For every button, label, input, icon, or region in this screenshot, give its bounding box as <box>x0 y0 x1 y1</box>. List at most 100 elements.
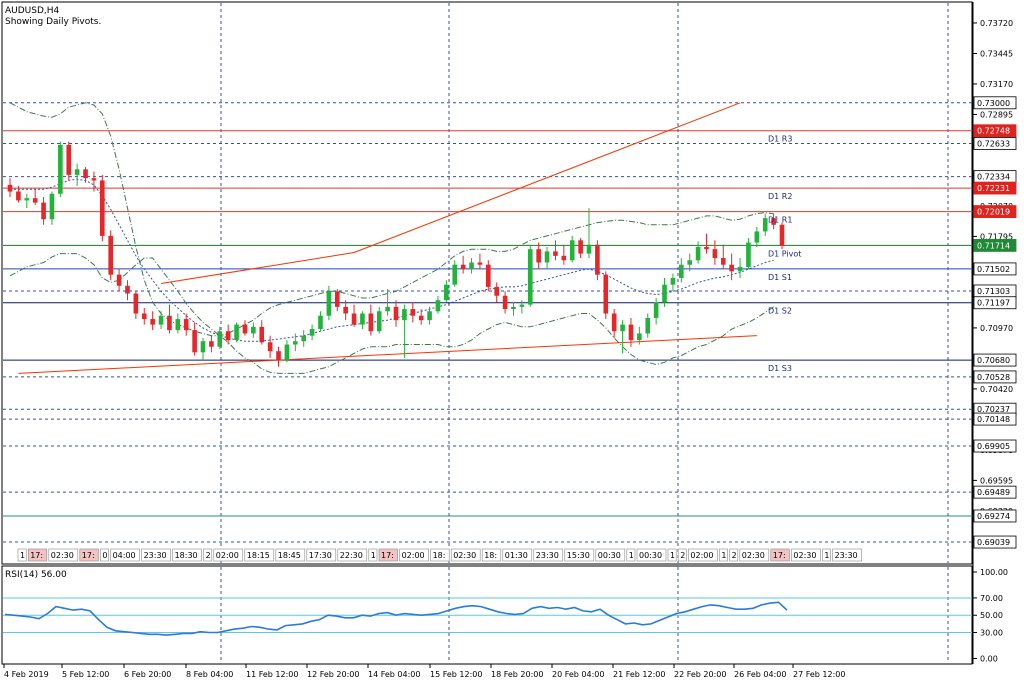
candle-body <box>678 264 684 279</box>
price-level-value: 0.71303 <box>977 287 1010 296</box>
price-level-value: 0.69039 <box>977 538 1010 547</box>
candle-body <box>779 224 785 246</box>
candle-body <box>7 184 13 192</box>
price-tick-label: 0.71795 <box>980 232 1013 241</box>
session-label: 02:00 <box>402 551 425 560</box>
session-label: 1 <box>670 551 675 560</box>
price-level-value: 0.69489 <box>977 488 1010 497</box>
price-tick-label: 0.72895 <box>980 110 1013 119</box>
candle-body <box>351 313 357 325</box>
pivot-label: D1 R2 <box>768 192 792 201</box>
session-label-box <box>719 548 728 562</box>
session-label: 02:30 <box>742 551 765 560</box>
session-label-box <box>110 548 140 562</box>
session-label-box <box>275 548 306 562</box>
candle-body <box>687 260 693 265</box>
candle-body <box>141 313 147 320</box>
candle-body <box>292 341 298 345</box>
pivot-label: D1 Pivot <box>768 249 801 258</box>
rsi-tick-label: 100.00 <box>980 568 1008 577</box>
price-level-tag <box>973 239 1017 252</box>
session-label: 1 <box>371 551 376 560</box>
price-tick-label: 0.70970 <box>980 324 1013 333</box>
candle-body <box>49 193 55 220</box>
x-tick-label: 12 Feb 20:00 <box>307 670 359 679</box>
candle-body <box>167 315 172 331</box>
x-tick-label: 14 Feb 04:00 <box>368 670 420 679</box>
x-tick-label: 8 Feb 04:00 <box>186 670 233 679</box>
pivot-label: D1 S1 <box>768 273 792 282</box>
candle-body <box>620 324 625 332</box>
candle-body <box>720 258 726 265</box>
rsi-title: RSI(14) 56.00 <box>5 570 67 580</box>
session-label: 01:30 <box>505 551 528 560</box>
price-level-value: 0.69905 <box>977 442 1010 451</box>
price-level-value: 0.71197 <box>977 299 1010 308</box>
session-label: 17: <box>82 551 95 560</box>
session-label-box <box>502 548 533 562</box>
x-tick-label: 26 Feb 04:00 <box>734 670 786 679</box>
candle-body <box>712 249 718 259</box>
session-label-box <box>213 548 244 562</box>
candle-body <box>645 317 651 334</box>
price-level-value: 0.72633 <box>977 139 1010 148</box>
session-label: 02:00 <box>216 551 239 560</box>
price-level-value: 0.72748 <box>977 127 1010 136</box>
session-label: 17: <box>381 551 394 560</box>
price-level-tag <box>973 137 1017 150</box>
candle-body <box>435 300 441 312</box>
rsi-tick-label: 50.00 <box>980 611 1003 620</box>
x-tick-label: 11 Feb 12:00 <box>246 670 298 679</box>
candle-body <box>477 262 483 265</box>
session-label: 02:30 <box>453 551 476 560</box>
session-label-box <box>564 548 595 562</box>
candle-body <box>368 313 374 332</box>
price-level-tag <box>973 412 1017 426</box>
candle-body <box>729 264 734 272</box>
trendline <box>353 102 741 253</box>
candle-body <box>494 286 500 296</box>
candle-body <box>536 249 541 263</box>
candle-body <box>318 315 323 330</box>
candle-body <box>452 264 458 285</box>
session-label-box <box>203 548 213 562</box>
session-label: 22:30 <box>340 551 363 560</box>
session-label: 23:30 <box>144 551 167 560</box>
session-label-box <box>79 548 99 562</box>
price-level-value: 0.70148 <box>977 415 1010 424</box>
price-level-value: 0.72019 <box>977 208 1010 217</box>
price-level-tag <box>973 509 1017 523</box>
price-tick-label: 0.73170 <box>980 80 1013 89</box>
rsi-tick-label: 70.00 <box>980 594 1003 603</box>
session-label-box <box>832 548 862 562</box>
candle-body <box>225 331 231 341</box>
candle-body <box>746 242 751 267</box>
candle-body <box>653 302 659 318</box>
session-label: 18:45 <box>278 551 301 560</box>
candle-body <box>427 311 432 321</box>
candle-body <box>586 244 592 254</box>
candle-body <box>385 306 390 312</box>
session-label: 23:30 <box>536 551 559 560</box>
session-label-box <box>791 548 821 562</box>
session-label: 2 <box>206 551 211 560</box>
session-label: 1 <box>20 551 25 560</box>
candle-body <box>561 255 567 261</box>
candle-body <box>58 144 63 194</box>
session-label-box <box>481 548 502 562</box>
session-label-box <box>626 548 636 562</box>
rsi-line <box>4 601 788 636</box>
candle-body <box>553 251 558 256</box>
x-tick-label: 20 Feb 04:00 <box>552 670 604 679</box>
session-label: 2 <box>680 551 685 560</box>
session-label: 15:30 <box>567 551 590 560</box>
bollinger-middle <box>10 178 774 342</box>
session-label-box <box>378 548 398 562</box>
price-level-tag <box>973 296 1017 310</box>
candle-body <box>74 169 80 175</box>
candle-body <box>267 342 273 352</box>
price-level-value: 0.72231 <box>977 184 1010 193</box>
price-tick-label: 0.69595 <box>980 476 1013 485</box>
session-label: 18:15 <box>247 551 270 560</box>
